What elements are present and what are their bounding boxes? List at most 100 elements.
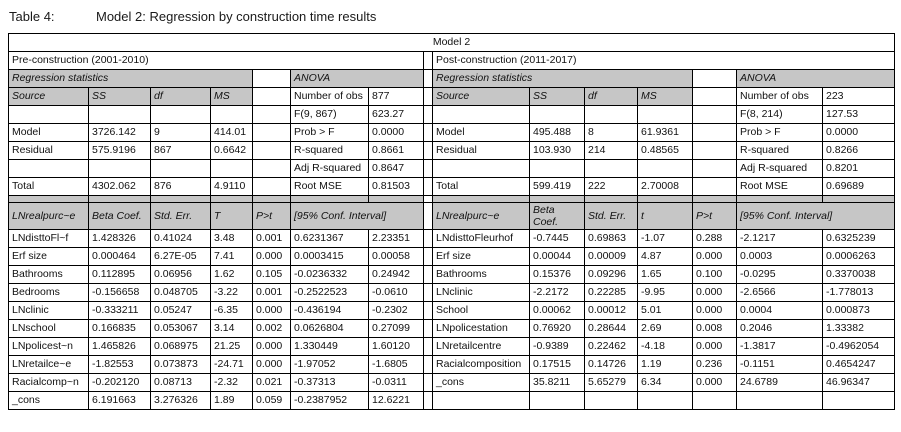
coef-value: -0.9389 [529, 337, 585, 356]
coef-row-label: Erf size [8, 247, 89, 266]
separator-cell [8, 195, 89, 203]
empty-cell [692, 123, 737, 142]
coef-value: 0.76920 [529, 319, 585, 338]
stat-label: Number of obs [736, 87, 823, 106]
coef-value: 0.068975 [150, 337, 211, 356]
coef-value: 0.000873 [821, 301, 896, 320]
coef-value: 0.0006263 [821, 247, 896, 266]
table-row: Racialcomp~n -0.202120 0.08713 -2.32 0.021 -0… [8, 373, 896, 392]
table-row: Bedrooms -0.156658 0.048705 -3.22 0.001 -0.25… [8, 283, 896, 302]
separator-cell [736, 195, 823, 203]
model-header-cell: Model 2 [7, 33, 896, 52]
coef-value: 0.24942 [368, 265, 424, 284]
coef-row-label: LNclinic [432, 283, 530, 302]
stat-value: 0.69689 [821, 177, 896, 196]
coef-row-label: Erf size [432, 247, 530, 266]
table-title: Model 2: Regression by construction time… [96, 9, 377, 24]
coef-value [821, 391, 896, 410]
anova-cell [432, 159, 530, 178]
coef-row-label: _cons [432, 373, 530, 392]
anova-cell: Residual [8, 141, 89, 160]
anova-cell: 4302.062 [88, 177, 151, 196]
coef-row-label: LNclinic [8, 301, 89, 320]
coef-row-label: LNpolicest~n [8, 337, 89, 356]
coef-value: -3.22 [210, 283, 253, 302]
regression-statistics-header: Regression statistics [8, 69, 253, 88]
anova-cell [432, 105, 530, 124]
anova-cell: Model [8, 123, 89, 142]
anova-cell: 495.488 [529, 123, 585, 142]
separator-cell [821, 195, 896, 203]
table-row: Pre-construction (2001-2010) Post-constru… [8, 51, 896, 70]
anova-cell [8, 105, 89, 124]
anova-cell: 222 [584, 177, 638, 196]
anova-cell [88, 105, 151, 124]
coef-value: -0.0311 [368, 373, 424, 392]
separator-cell [432, 195, 530, 203]
stat-value: 0.0000 [821, 123, 896, 142]
spacer-cell [423, 355, 433, 374]
coef-value: 0.41024 [150, 229, 211, 248]
coef-value: 0.22285 [584, 283, 638, 302]
anova-cell [210, 159, 253, 178]
anova-cell [584, 159, 638, 178]
coef-value: -24.71 [210, 355, 253, 374]
coef-value: 0.6231367 [290, 229, 369, 248]
coef-value: -1.778013 [821, 283, 896, 302]
coef-value: 1.62 [210, 265, 253, 284]
anova-cell [150, 159, 211, 178]
anova-cell: 8 [584, 123, 638, 142]
anova-cell [529, 159, 585, 178]
separator-cell [529, 195, 585, 203]
spacer-cell [423, 373, 433, 392]
table-row: LNdisttoFl~f 1.428326 0.41024 3.48 0.001 0.62… [8, 229, 896, 248]
anova-cell: Model [432, 123, 530, 142]
stat-label: F(9, 867) [290, 105, 369, 124]
stat-value: 0.81503 [368, 177, 424, 196]
coef-value: 0.00058 [368, 247, 424, 266]
coef-value: 0.008 [692, 319, 737, 338]
coef-value: 0.14726 [584, 355, 638, 374]
coef-value: 0.17515 [529, 355, 585, 374]
coef-value: 0.0003 [736, 247, 823, 266]
table-row: Total 4302.062 876 4.9110 Root MSE 0.81503 Tot… [8, 177, 896, 196]
empty-cell [252, 69, 291, 88]
stat-value: 223 [821, 87, 896, 106]
coef-value: 0.00012 [584, 301, 638, 320]
coef-value: -2.1217 [736, 229, 823, 248]
stat-label: Root MSE [736, 177, 823, 196]
stat-value: 0.8647 [368, 159, 424, 178]
coef-value: -6.35 [210, 301, 253, 320]
coef-row-label: LNdisttoFleurhof [432, 229, 530, 248]
separator-cell [88, 195, 151, 203]
coef-value: 0.4654247 [821, 355, 896, 374]
coef-value: 0.6325239 [821, 229, 896, 248]
coef-value: 1.428326 [88, 229, 151, 248]
coef-value: 35.8211 [529, 373, 585, 392]
coef-value: -1.07 [637, 229, 693, 248]
anova-cell: Total [432, 177, 530, 196]
coef-value: 0.27099 [368, 319, 424, 338]
spacer-cell [423, 177, 433, 196]
coef-value: 1.65 [637, 265, 693, 284]
coef-value: 0.3370038 [821, 265, 896, 284]
coef-value: 0.021 [252, 373, 291, 392]
spacer-cell [423, 123, 433, 142]
coef-col-header: LNrealpurc~e [432, 202, 530, 230]
coef-value: -0.436194 [290, 301, 369, 320]
spacer-cell [423, 247, 433, 266]
table-row: Bathrooms 0.112895 0.06956 1.62 0.105 -0.0236… [8, 265, 896, 284]
coef-value: 0.100 [692, 265, 737, 284]
coef-col-header: Beta Coef. [88, 202, 151, 230]
anova-header: ANOVA [735, 69, 896, 88]
stat-label: R-squared [290, 141, 369, 160]
coef-value: 7.41 [210, 247, 253, 266]
coef-value: -1.97052 [290, 355, 369, 374]
coef-value: 0.112895 [88, 265, 151, 284]
coef-row-label: LNretailcentre [432, 337, 530, 356]
coef-value: 0.2046 [736, 319, 823, 338]
anova-cell [210, 105, 253, 124]
coef-value: 24.6789 [736, 373, 823, 392]
anova-cell: 867 [150, 141, 211, 160]
table-row: LNschool 0.166835 0.053067 3.14 0.002 0.06268… [8, 319, 896, 338]
